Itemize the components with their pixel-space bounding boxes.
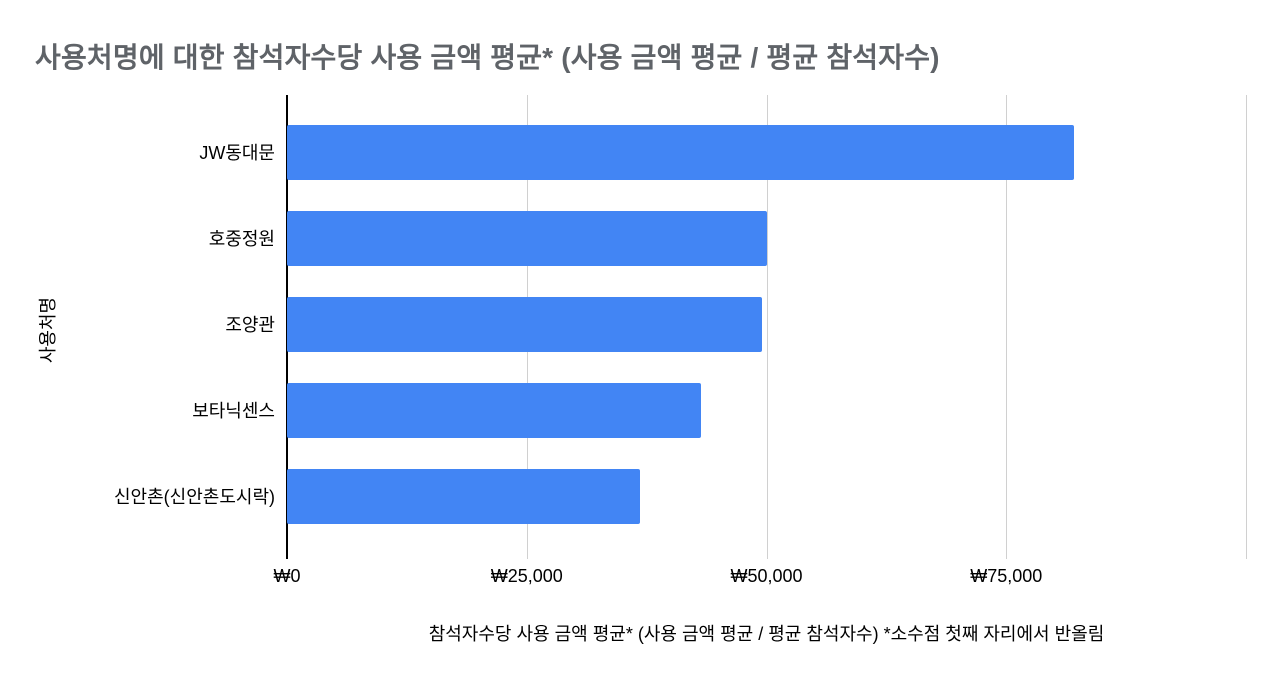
bar-track	[287, 296, 1246, 352]
bar-track	[287, 210, 1246, 266]
gridline	[1006, 95, 1008, 559]
bar[interactable]	[287, 382, 702, 438]
chart-row: JW동대문	[0, 109, 1246, 195]
bar[interactable]	[287, 210, 768, 266]
category-label: 호중정원	[208, 229, 275, 249]
x-tick-label: ₩0	[273, 566, 301, 586]
category-label: 신안촌(신안촌도시락)	[113, 487, 275, 507]
bar-track	[287, 124, 1246, 180]
chart-title: 사용처명에 대한 참석자수당 사용 금액 평균* (사용 금액 평균 / 평균 …	[35, 42, 940, 73]
bar[interactable]	[287, 124, 1075, 180]
chart-row: 조양관	[0, 281, 1246, 367]
category-label: 조양관	[225, 315, 275, 335]
x-tick-label: ₩75,000	[970, 566, 1043, 586]
gridline	[1246, 95, 1247, 559]
chart-row: 호중정원	[0, 195, 1246, 281]
chart-row: 보타닉센스	[0, 367, 1246, 453]
x-axis-ticks: ₩0 ₩25,000 ₩50,000 ₩75,000	[274, 566, 1246, 590]
category-label: JW동대문	[199, 143, 275, 163]
x-tick-label: ₩50,000	[730, 566, 803, 586]
chart-row: 신안촌(신안촌도시락)	[0, 453, 1246, 539]
x-tick-label: ₩25,000	[490, 566, 563, 586]
category-label: 보타닉센스	[192, 401, 275, 421]
bar-track	[287, 468, 1246, 524]
bar[interactable]	[287, 468, 640, 524]
bar[interactable]	[287, 296, 762, 352]
bar-track	[287, 382, 1246, 438]
gridline	[766, 95, 768, 559]
x-axis-title: 참석자수당 사용 금액 평균* (사용 금액 평균 / 평균 참석자수) *소수…	[428, 624, 1105, 644]
